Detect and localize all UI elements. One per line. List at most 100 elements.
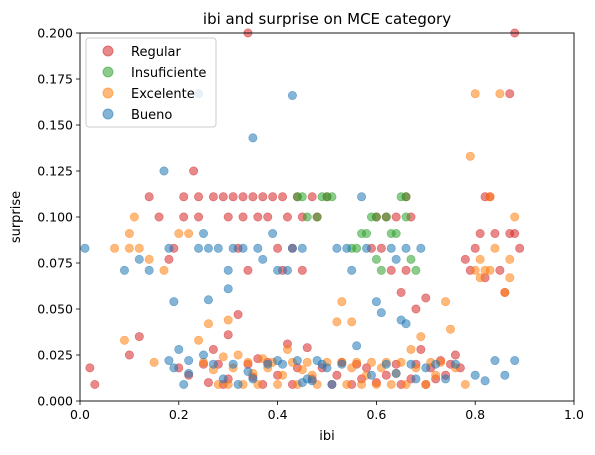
scatter-point bbox=[233, 379, 243, 389]
scatter-point bbox=[149, 357, 159, 367]
scatter-point bbox=[431, 359, 441, 369]
scatter-point bbox=[510, 229, 520, 239]
scatter-point bbox=[401, 265, 411, 275]
scatter-point bbox=[396, 287, 406, 297]
scatter-point bbox=[475, 229, 485, 239]
scatter-point bbox=[332, 243, 342, 253]
scatter-point bbox=[203, 319, 213, 329]
scatter-point bbox=[248, 133, 258, 143]
scatter-point bbox=[505, 273, 515, 283]
scatter-point bbox=[406, 359, 416, 369]
scatter-point bbox=[258, 192, 268, 202]
scatter-point bbox=[470, 265, 480, 275]
scatter-point bbox=[411, 304, 421, 314]
scatter-point bbox=[510, 212, 520, 222]
scatter-point bbox=[475, 273, 485, 283]
scatter-point bbox=[184, 368, 194, 378]
scatter-point bbox=[208, 344, 218, 354]
x-tick-label: 0.4 bbox=[268, 407, 288, 422]
scatter-point bbox=[406, 344, 416, 354]
scatter-point bbox=[362, 243, 372, 253]
scatter-point bbox=[223, 284, 233, 294]
scatter-point bbox=[223, 265, 233, 275]
scatter-point bbox=[445, 324, 455, 334]
scatter-point bbox=[233, 310, 243, 320]
scatter-point bbox=[411, 374, 421, 384]
scatter-point bbox=[386, 379, 396, 389]
legend-label: Insuficiente bbox=[131, 66, 206, 81]
scatter-point bbox=[465, 151, 475, 161]
scatter-point bbox=[179, 192, 189, 202]
scatter-point bbox=[273, 265, 283, 275]
scatter-point bbox=[401, 319, 411, 329]
scatter-point bbox=[485, 265, 495, 275]
scatter-point bbox=[194, 243, 204, 253]
scatter-point bbox=[248, 374, 258, 384]
scatter-point bbox=[238, 243, 248, 253]
scatter-point bbox=[144, 265, 154, 275]
scatter-point bbox=[208, 359, 218, 369]
scatter-point bbox=[416, 243, 426, 253]
scatter-point bbox=[460, 254, 470, 264]
x-axis: 0.0 0.2 0.4 0.6 0.8 1.0 bbox=[70, 401, 584, 422]
scatter-point bbox=[352, 243, 362, 253]
scatter-point bbox=[391, 229, 401, 239]
scatter-point bbox=[218, 192, 228, 202]
scatter-point bbox=[391, 212, 401, 222]
x-tick-label: 0.2 bbox=[169, 407, 189, 422]
scatter-point bbox=[194, 212, 204, 222]
scatter-point bbox=[119, 335, 129, 345]
scatter-point bbox=[189, 166, 199, 176]
x-tick-label: 1.0 bbox=[564, 407, 584, 422]
scatter-point bbox=[278, 370, 288, 380]
scatter-point bbox=[174, 229, 184, 239]
scatter-point bbox=[352, 357, 362, 367]
scatter-point bbox=[169, 363, 179, 373]
scatter-point bbox=[376, 265, 386, 275]
scatter-point bbox=[342, 243, 352, 253]
scatter-point bbox=[273, 243, 283, 253]
scatter-point bbox=[194, 335, 204, 345]
scatter-point bbox=[174, 344, 184, 354]
scatter-point bbox=[391, 254, 401, 264]
scatter-point bbox=[302, 343, 312, 353]
scatter-point bbox=[470, 370, 480, 380]
scatter-point bbox=[218, 374, 228, 384]
scatter-point bbox=[480, 376, 490, 386]
x-tick-label: 0.0 bbox=[70, 407, 90, 422]
scatter-point bbox=[223, 330, 233, 340]
scatter-point bbox=[218, 352, 228, 362]
scatter-point bbox=[381, 359, 391, 369]
scatter-point bbox=[450, 350, 460, 360]
scatter-point bbox=[208, 192, 218, 202]
scatter-point bbox=[307, 376, 317, 386]
scatter-point bbox=[490, 356, 500, 366]
scatter-point bbox=[124, 243, 134, 253]
scatter-point bbox=[322, 363, 332, 373]
scatter-point bbox=[357, 379, 367, 389]
legend-box bbox=[85, 37, 217, 128]
legend-marker bbox=[102, 45, 114, 57]
scatter-point bbox=[179, 212, 189, 222]
scatter-point bbox=[238, 212, 248, 222]
scatter-point bbox=[401, 379, 411, 389]
scatter-point bbox=[505, 254, 515, 264]
y-tick-label: 0.150 bbox=[37, 118, 73, 133]
scatter-point bbox=[179, 379, 189, 389]
scatter-point bbox=[386, 265, 396, 275]
scatter-point bbox=[134, 243, 144, 253]
scatter-point bbox=[376, 308, 386, 318]
scatter-point bbox=[287, 243, 297, 253]
legend-marker bbox=[102, 66, 114, 78]
scatter-point bbox=[327, 192, 337, 202]
scatter-point bbox=[485, 192, 495, 202]
scatter-point bbox=[203, 295, 213, 305]
scatter-point bbox=[268, 192, 278, 202]
x-axis-label: ibi bbox=[319, 429, 334, 444]
scatter-point bbox=[263, 359, 273, 369]
legend-label: Bueno bbox=[131, 108, 172, 123]
scatter-point bbox=[307, 192, 317, 202]
scatter-point bbox=[268, 229, 278, 239]
scatter-point bbox=[401, 243, 411, 253]
